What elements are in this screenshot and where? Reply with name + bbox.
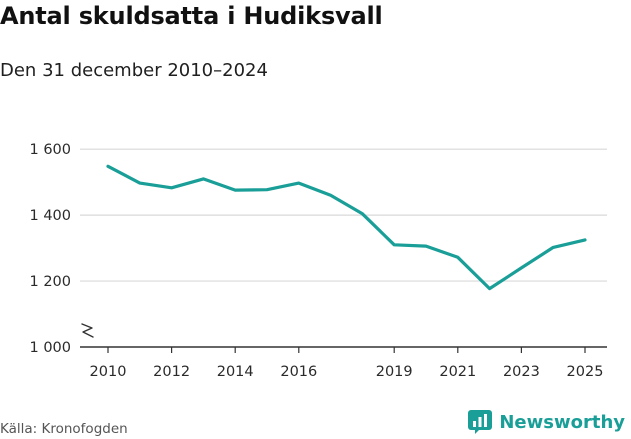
x-tick-label: 2016 [280,364,317,380]
line-chart: 1 000 1 200 1 400 1 600 2010 2012 2014 2016 2019… [29,142,607,380]
x-tick-label: 2014 [217,364,254,380]
x-tick-label: 2025 [567,364,604,380]
x-tick-label: 2019 [376,364,413,380]
x-tick-label: 2021 [439,364,476,380]
y-tick-label: 1 600 [29,142,71,158]
series-layer [106,164,587,291]
x-tick-label: 2010 [90,364,127,380]
y-tick-label: 1 200 [29,274,71,290]
chart-title: Antal skuldsatta i Hudiksvall [0,2,383,30]
series-line [106,164,587,291]
label-layer: 1 000 1 200 1 400 1 600 2010 2012 2014 2016 2019… [29,142,603,380]
axis-layer [80,323,607,353]
grid-layer [80,148,607,282]
chart-subtitle: Den 31 december 2010–2024 [0,60,268,81]
x-tick-label: 2023 [503,364,540,380]
newsworthy-brand: Newsworthy [468,408,625,436]
y-tick-label: 1 400 [29,208,71,224]
y-tick-label: 1 000 [29,340,71,356]
brand-name: Newsworthy [499,411,625,433]
x-tick-label: 2012 [153,364,190,380]
newsworthy-logo-icon [468,410,493,434]
source-note: Källa: Kronofogden [0,421,128,437]
axis-break-icon [81,323,94,338]
